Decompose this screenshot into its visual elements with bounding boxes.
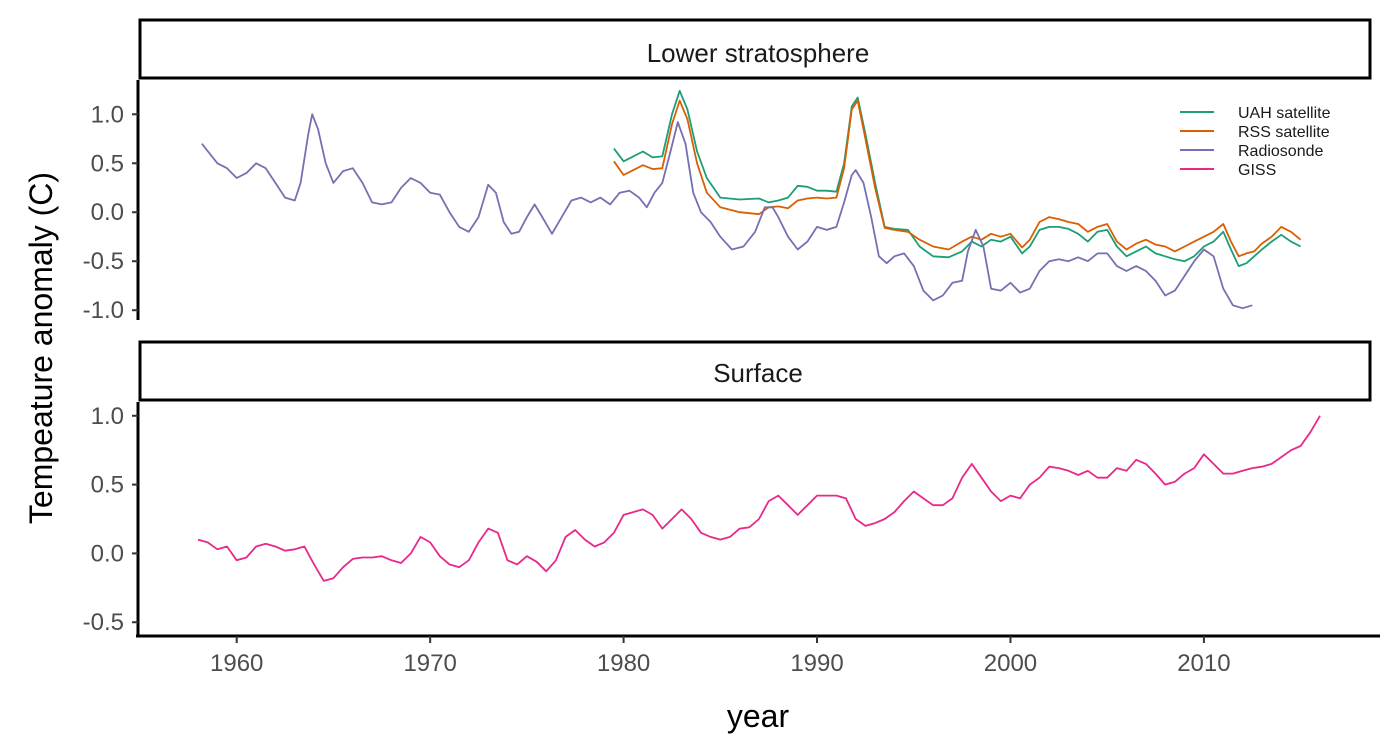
y-ticks-bottom: -0.5 0.0 0.5 1.0 [83, 403, 138, 636]
y-tick-label: 0.5 [91, 472, 124, 499]
x-tick-label: 2010 [1177, 650, 1230, 677]
series-line-uah-satellite [613, 89, 1302, 267]
y-ticks-top: -1.0 -0.5 0.0 0.5 1.0 [83, 101, 138, 324]
y-tick-label: 1.0 [91, 101, 124, 128]
y-tick-label: 0.5 [91, 150, 124, 177]
series-bottom-panel [197, 415, 1321, 582]
legend-label-giss: GISS [1238, 162, 1276, 179]
x-ticks: 1960 1970 1980 1990 2000 2010 [210, 636, 1231, 677]
y-tick-label: -0.5 [83, 609, 124, 636]
x-tick-label: 1980 [597, 650, 650, 677]
y-tick-label: -0.5 [83, 248, 124, 275]
series-line-radiosonde [201, 113, 1253, 310]
x-tick-label: 1970 [403, 650, 456, 677]
x-axis-title: year [727, 698, 790, 734]
strip-label-bottom: Surface [713, 358, 803, 388]
series-top-panel [201, 89, 1302, 310]
y-tick-label: 0.0 [91, 199, 124, 226]
x-tick-label: 2000 [984, 650, 1037, 677]
legend-label-rss: RSS satellite [1238, 124, 1330, 141]
x-tick-label: 1960 [210, 650, 263, 677]
legend-label-uah: UAH satellite [1238, 105, 1331, 122]
strip-label-top: Lower stratosphere [647, 38, 870, 68]
y-axis-title: Tempeature anomaly (C) [23, 172, 59, 524]
strip-box-top [138, 18, 1372, 80]
y-tick-label: 1.0 [91, 403, 124, 430]
strip-box-bottom [138, 340, 1372, 402]
legend-label-radiosonde: Radiosonde [1238, 143, 1324, 160]
series-line-giss [197, 415, 1321, 582]
legend: UAH satellite RSS satellite Radiosonde G… [1180, 105, 1331, 179]
y-tick-label: -1.0 [83, 297, 124, 324]
y-tick-label: 0.0 [91, 540, 124, 567]
x-tick-label: 1990 [790, 650, 843, 677]
series-line-rss-satellite [613, 99, 1302, 258]
